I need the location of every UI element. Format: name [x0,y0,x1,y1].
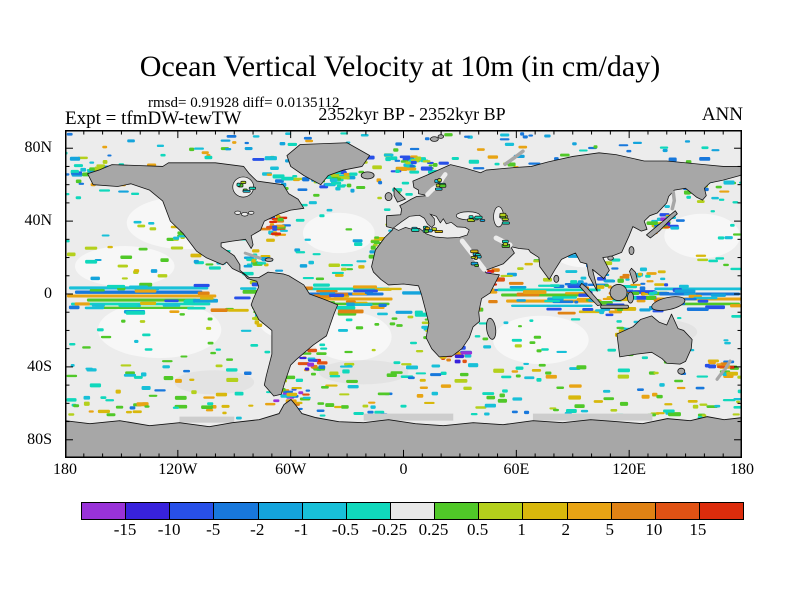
period-label: 2352kyr BP - 2352kyr BP [318,104,506,124]
y-axis-tick-label: 0 [44,285,52,302]
colorbar-segment [566,503,611,519]
x-axis-tick-label: 0 [399,461,408,478]
colorbar-tick-label: -10 [157,520,181,539]
colorbar-segment [434,503,479,519]
x-axis-tick-label: 60E [503,461,530,478]
colorbar-tick-label: 10 [645,520,663,539]
colorbar-segment [522,503,567,519]
colorbar-tick-label: -2 [250,520,265,539]
x-axis-tick-label: 180 [730,461,754,478]
colorbar-tick-label: -0.5 [331,520,359,539]
world-map [65,130,742,458]
antarctica [65,398,742,458]
colorbar-segment [82,503,126,519]
x-axis-tick-label: 60W [275,461,307,478]
colorbar-segment [610,503,655,519]
colorbar-tick-label: 0.5 [466,520,489,539]
colorbar [81,502,744,520]
colorbar-tick-label: -5 [206,520,221,539]
colorbar-segment [213,503,258,519]
colorbar-tick-label: 0.25 [418,520,449,539]
colorbar-tick-label: 1 [517,520,526,539]
colorbar-segment [654,503,699,519]
stats-annotation: rmsd= 0.91928 diff= 0.0135112 [148,95,340,111]
y-axis-tick-label: 80S [27,430,52,448]
colorbar-segment [389,503,435,519]
x-axis-tick-label: 120W [158,461,198,478]
season-label: ANN [701,104,743,125]
colorbar-segment [257,503,302,519]
colorbar-segment [478,503,523,519]
colorbar-segment [698,503,744,519]
y-axis-tick-label: 80N [24,139,52,157]
colorbar-segment [301,503,346,519]
colorbar-tick-label: -0.25 [371,520,408,539]
colorbar-tick-label: 15 [689,520,707,539]
land-polygons [87,134,742,397]
inland-seas [232,172,513,272]
colorbar-segment [169,503,214,519]
colorbar-tick-label: -15 [113,520,137,539]
colorbar-tick-label: 2 [561,520,570,539]
map-frame [65,130,742,458]
colorbar-segment [345,503,390,519]
colorbar-segment [125,503,170,519]
experiment-label: Expt = tfmDW-tewTW [65,108,242,129]
colorbar-tick-label: 5 [605,520,615,539]
y-axis-tick-label: 40N [24,212,52,230]
x-axis-tick-label: 180 [53,461,77,478]
figure-title: Ocean Vertical Velocity at 10m (in cm/da… [139,50,661,83]
colorbar-tick-label: -1 [294,520,309,539]
x-axis-tick-label: 120E [612,461,647,478]
y-axis-tick-label: 40S [27,357,52,375]
